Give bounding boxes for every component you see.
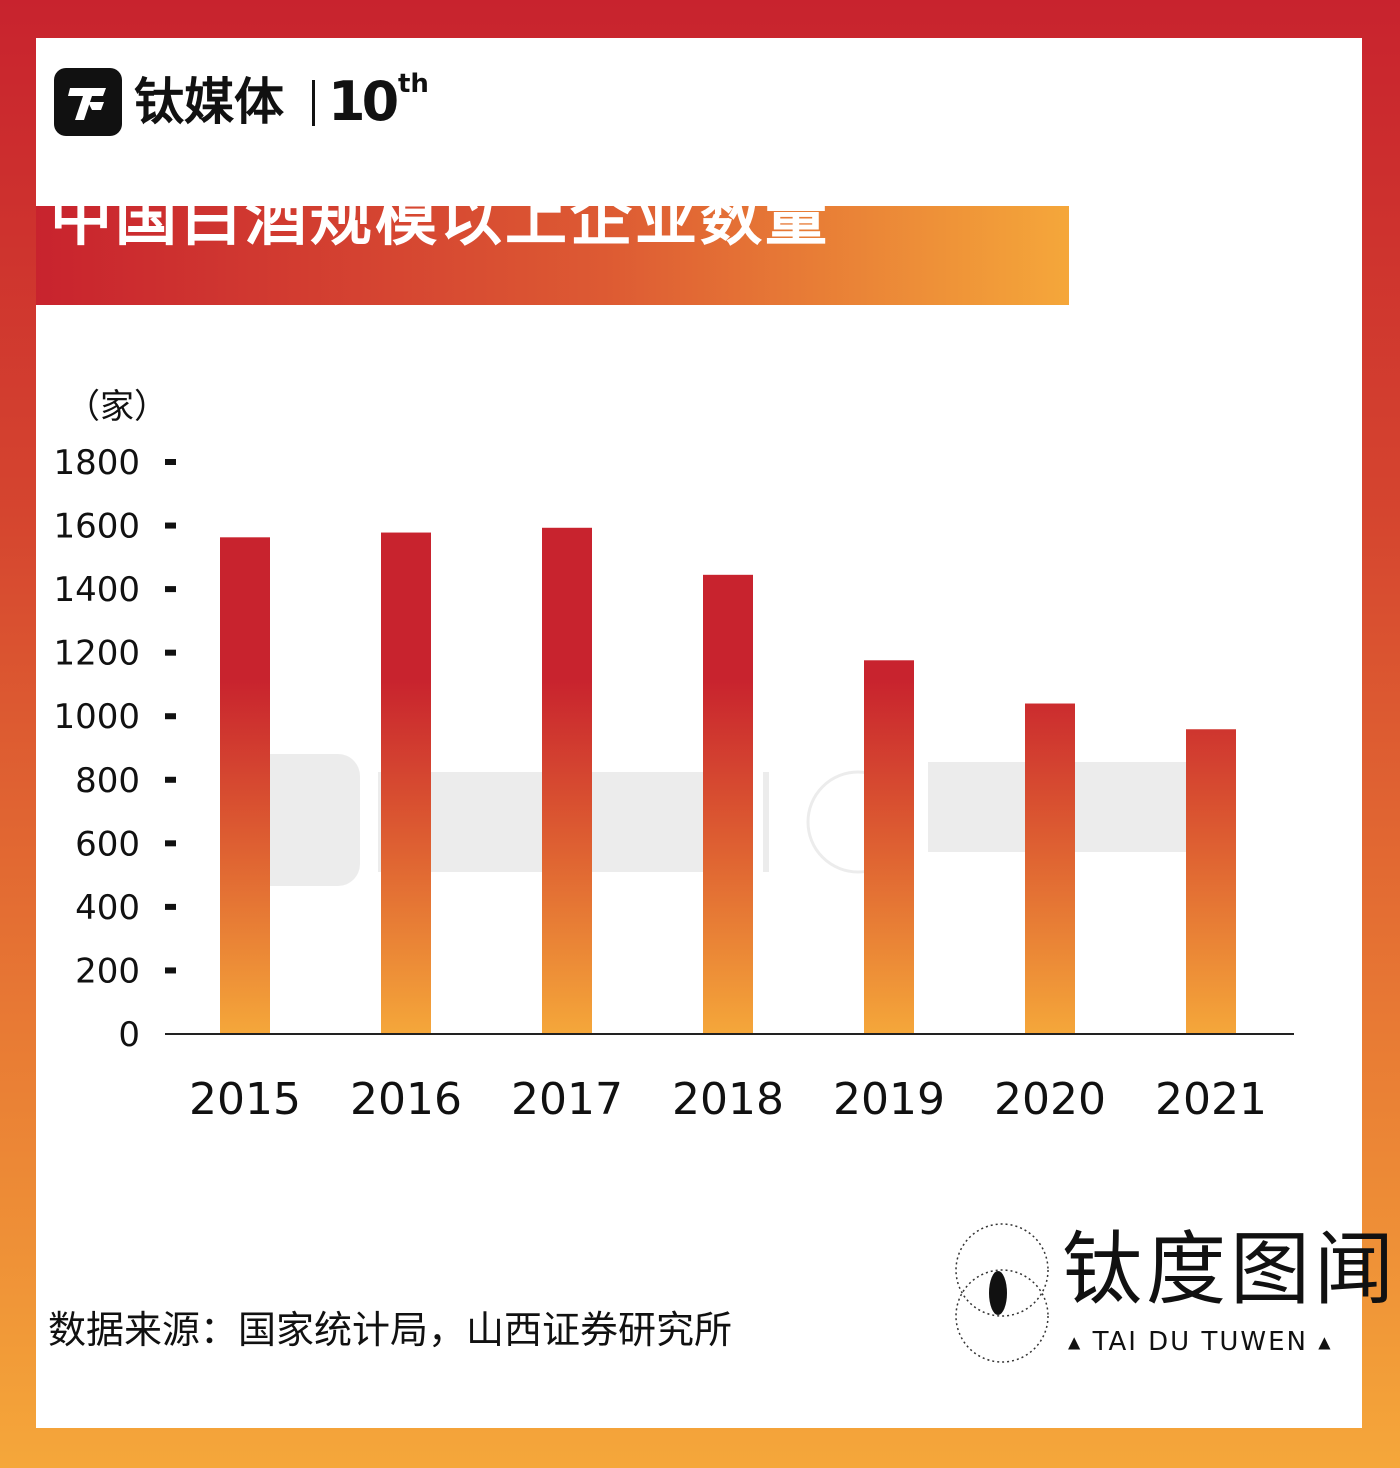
y-tick-label: 1800 [53,443,140,483]
x-tick-label: 2020 [994,1074,1106,1125]
taidu-tuwen-brand: 钛度图闻 ▲ TAI DU TUWEN ▲ [950,1218,1394,1368]
x-tick-label: 2019 [833,1074,945,1125]
y-axis-unit: （家） [66,387,168,427]
y-tick-label: 200 [75,951,140,991]
brand-name-cn: 钛度图闻 [1062,1223,1398,1316]
bars [220,527,1236,1034]
y-tick-mark [165,903,176,910]
x-tick-label: 2018 [672,1074,784,1125]
y-tick-label: 1600 [53,507,140,547]
x-tick-label: 2021 [1155,1074,1267,1125]
bar-2019 [864,660,914,1034]
y-tick-label: 600 [75,824,140,864]
y-tick-mark [165,776,176,783]
y-tick-label: 1400 [53,570,140,610]
y-tick-mark [165,459,176,465]
y-tick-mark [165,586,176,593]
y-tick-label: 0 [118,1015,140,1055]
y-tick-label: 800 [75,761,140,801]
bar-2017 [542,527,592,1034]
bar-2018 [703,574,753,1034]
logo-text: 钛媒体 [134,73,284,131]
bar-2016 [381,532,431,1034]
brand-name-en: ▲ TAI DU TUWEN ▲ [1068,1324,1333,1360]
x-tick-label: 2016 [350,1074,462,1125]
title-banner [36,206,1069,305]
bar-2015 [220,537,270,1034]
x-tick-label: 2015 [189,1074,301,1125]
y-tick-mark [165,522,176,529]
y-tick-mark [165,649,176,656]
bar-2020 [1025,703,1075,1034]
tmt-logo-icon [54,68,122,136]
y-tick-mark [165,840,176,847]
y-axis: 0 200 400 600 800 1000 1200 1400 1600 1800 [53,443,176,1055]
anniversary-number: 10 [328,70,399,133]
chart-title: 中国白酒规模以上企业数量 [50,181,831,254]
y-tick-mark [165,713,176,720]
data-source: 数据来源：国家统计局，山西证券研究所 [48,1308,733,1352]
y-tick-label: 400 [75,888,140,928]
eye-logo-icon [955,1223,1049,1363]
anniversary-suffix: th [398,69,429,99]
brand-name-en-text: TAI DU TUWEN [1092,1327,1308,1357]
triangle-left-icon: ▲ [1068,1332,1083,1352]
x-tick-label: 2017 [511,1074,623,1125]
bar-2021 [1186,729,1236,1034]
y-tick-label: 1200 [53,634,140,674]
triangle-right-icon: ▲ [1318,1332,1333,1352]
x-axis: 2015 2016 2017 2018 2019 2020 2021 [189,1074,1267,1125]
y-tick-label: 1000 [53,697,140,737]
y-tick-mark [165,967,176,974]
logo-divider [312,80,315,126]
